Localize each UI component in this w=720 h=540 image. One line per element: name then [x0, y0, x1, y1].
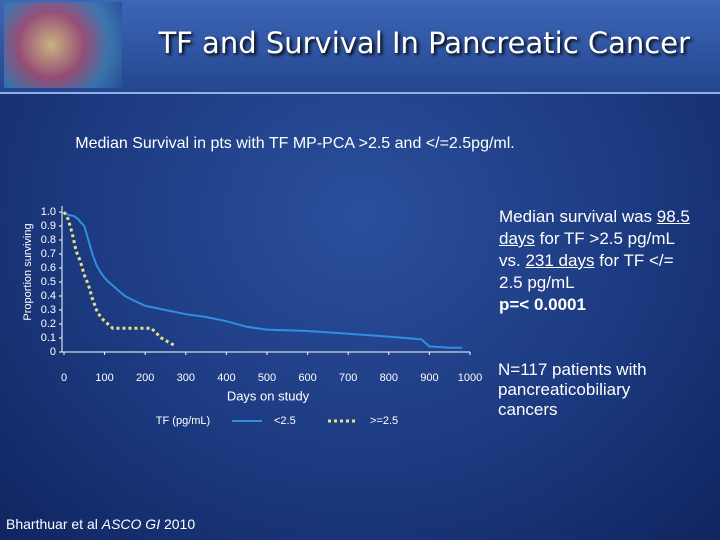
x-tick-label: 1000 [458, 372, 482, 384]
x-tick-label: 600 [298, 372, 316, 384]
header-band [0, 0, 720, 94]
y-tick-label: 0.2 [41, 318, 56, 330]
y-tick-label: 0 [50, 346, 56, 358]
x-tick-label: 300 [177, 372, 195, 384]
y-tick-label: 0.1 [41, 332, 56, 344]
x-tick-label: 0 [61, 372, 67, 384]
slide-title: TF and Survival In Pancreatic Cancer [158, 26, 690, 60]
y-tick-label: 0.3 [41, 304, 56, 316]
y-tick-label: 0.9 [41, 220, 56, 232]
patients-note: N=117 patients with pancreaticobiliary c… [498, 360, 647, 419]
citation: Bharthuar et al ASCO GI 2010 [6, 516, 195, 532]
x-axis-label: Days on study [227, 388, 310, 403]
y-tick-label: 0.8 [41, 234, 56, 246]
authors: Bharthuar et al [6, 516, 98, 532]
survival-line [63, 211, 462, 349]
year: 2010 [163, 516, 196, 532]
x-tick-label: 500 [258, 372, 276, 384]
header-image [4, 2, 122, 88]
survival-line [62, 211, 175, 347]
note-underlined: 231 days [525, 251, 595, 270]
x-tick-label: 700 [339, 372, 357, 384]
x-tick-label: 800 [380, 372, 398, 384]
note: for TF >2.5 pg/mL vs. [499, 229, 675, 270]
summary-text: Median survival was 98.5 days for TF >2.… [499, 206, 699, 316]
x-tick-label: 100 [95, 372, 113, 384]
note: for TF </= 2.5 pg/mL [499, 251, 674, 292]
x-tick-label: 400 [217, 372, 235, 384]
y-tick-label: 0.4 [41, 290, 56, 302]
y-tick-label: 0.7 [41, 248, 56, 260]
legend-label: >=2.5 [370, 415, 398, 427]
chart-title: Median Survival in pts with TF MP-PCA >2… [75, 135, 514, 152]
legend-label: <2.5 [274, 415, 296, 427]
note: Median survival was [499, 207, 653, 226]
y-tick-label: 1.0 [41, 206, 56, 218]
venue: ASCO GI [101, 516, 161, 532]
x-tick-label: 900 [420, 372, 438, 384]
y-tick-label: 0.5 [41, 276, 56, 288]
y-axis-label: Proportion surviving [22, 223, 34, 320]
y-tick-label: 0.6 [41, 262, 56, 274]
legend-title: TF (pg/mL) [156, 415, 210, 427]
p-value: p=< 0.0001 [499, 295, 586, 314]
note-underlined: 98.5 days [499, 207, 690, 248]
x-tick-label: 200 [136, 372, 154, 384]
